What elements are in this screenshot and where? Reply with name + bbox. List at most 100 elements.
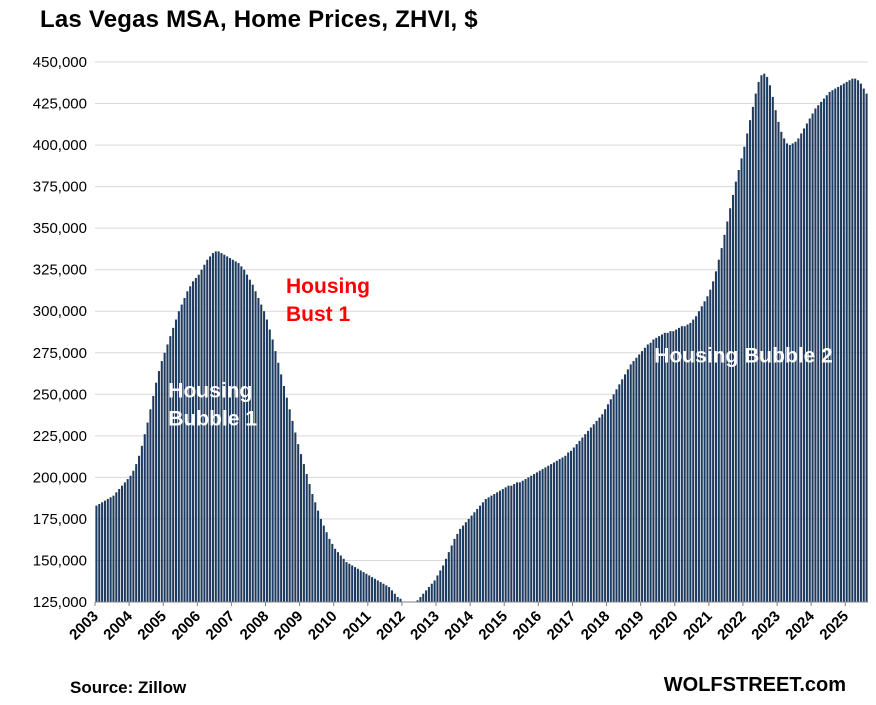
chart-bar [373, 578, 376, 602]
chart-bar [462, 525, 465, 602]
chart-bar [200, 269, 203, 602]
chart-bar [399, 598, 402, 602]
chart-bar [857, 80, 860, 602]
chart-bar [714, 271, 717, 602]
chart-bar [555, 460, 558, 602]
chart-bar [498, 490, 501, 602]
chart-bar [822, 98, 825, 603]
chart-bar [126, 479, 129, 602]
chart-bar [118, 489, 121, 602]
chart-bar [263, 311, 266, 602]
chart-bar [439, 570, 442, 602]
chart-bar [419, 597, 422, 602]
x-axis-label: 2024 [782, 607, 818, 643]
chart-bar [797, 138, 800, 602]
y-axis-label: 300,000 [33, 303, 87, 320]
chart-bar [530, 475, 533, 602]
chart-bar [442, 565, 445, 602]
chart-bar [589, 427, 592, 602]
chart-bar [561, 457, 564, 602]
x-axis-label: 2008 [237, 608, 273, 644]
chart-bar [518, 482, 521, 602]
chart-bar [791, 143, 794, 603]
chart-bar [757, 81, 760, 602]
chart-bar [416, 600, 419, 602]
chart-bar [845, 81, 848, 602]
x-axis-label: 2025 [816, 608, 852, 644]
chart-bar [271, 339, 274, 602]
chart-bar [788, 145, 791, 602]
chart-bar [834, 88, 837, 602]
chart-bar [351, 565, 354, 602]
chart-bar [854, 78, 857, 603]
chart-bar [155, 382, 158, 602]
chart-bar [643, 347, 646, 602]
chart-bar [780, 131, 783, 602]
chart-bar [524, 479, 527, 602]
chart-bar [166, 344, 169, 602]
chart-bar [740, 158, 743, 602]
chart-bar [754, 93, 757, 602]
chart-bar [120, 485, 124, 602]
chart-bar [248, 279, 251, 602]
chart-bar [393, 593, 396, 602]
chart-bar [348, 563, 351, 602]
chart-bar [658, 336, 661, 602]
chart-bar [507, 485, 510, 602]
chart-bar [334, 548, 337, 602]
price-chart: 125,000 150,000 175,000 200,000 225,000 250,0… [33, 54, 868, 644]
chart-bar [277, 362, 280, 602]
chart-bar [570, 450, 573, 602]
chart-bar [356, 568, 359, 602]
chart-bar [606, 404, 609, 602]
chart-bar [663, 332, 666, 602]
chart-bar [285, 397, 288, 602]
chart-bar [567, 452, 570, 602]
chart-bar [635, 357, 638, 602]
chart-bar [319, 518, 322, 602]
chart-bar [820, 101, 823, 602]
chart-bar [359, 570, 362, 602]
chart-bar [484, 498, 487, 602]
chart-bar [265, 319, 268, 602]
chart-bar [544, 467, 547, 602]
chart-bar [467, 518, 470, 602]
x-axis-label: 2009 [271, 608, 307, 644]
chart-bar [712, 281, 715, 602]
chart-bar [140, 445, 143, 602]
x-axis-label: 2019 [612, 608, 648, 644]
chart-bar [749, 120, 752, 603]
y-axis-label: 375,000 [33, 179, 87, 196]
chart-bar [584, 434, 587, 602]
chart-bar [382, 583, 385, 602]
chart-bar [123, 482, 126, 602]
chart-bar [709, 289, 712, 602]
chart-bar [157, 371, 160, 602]
x-axis-label: 2012 [373, 608, 409, 644]
chart-bar [825, 95, 828, 602]
chart-bar [581, 437, 584, 602]
chart-bar [811, 113, 814, 602]
chart-bar [763, 73, 766, 602]
x-axis-label: 2023 [748, 608, 784, 644]
chart-bar [837, 86, 840, 603]
chart-bar [251, 284, 254, 602]
chart-bar [260, 304, 263, 602]
chart-title: Las Vegas MSA, Home Prices, ZHVI, $ [40, 6, 478, 33]
chart-bar [371, 577, 374, 602]
chart-bar [450, 545, 453, 602]
chart-bar [808, 118, 811, 603]
chart-bar [246, 274, 249, 602]
chart-bar [751, 106, 754, 603]
y-axis-label: 225,000 [33, 428, 87, 445]
chart-bar [302, 464, 305, 602]
chart-bar [197, 274, 200, 602]
chart-bar [336, 552, 340, 602]
chart-bar [641, 351, 644, 602]
chart-bar [697, 311, 700, 602]
chart-bar [297, 444, 300, 602]
y-axis-label: 150,000 [33, 552, 87, 569]
chart-bar [101, 502, 104, 602]
chart-bar [538, 470, 541, 602]
x-axis-label: 2014 [441, 607, 477, 643]
